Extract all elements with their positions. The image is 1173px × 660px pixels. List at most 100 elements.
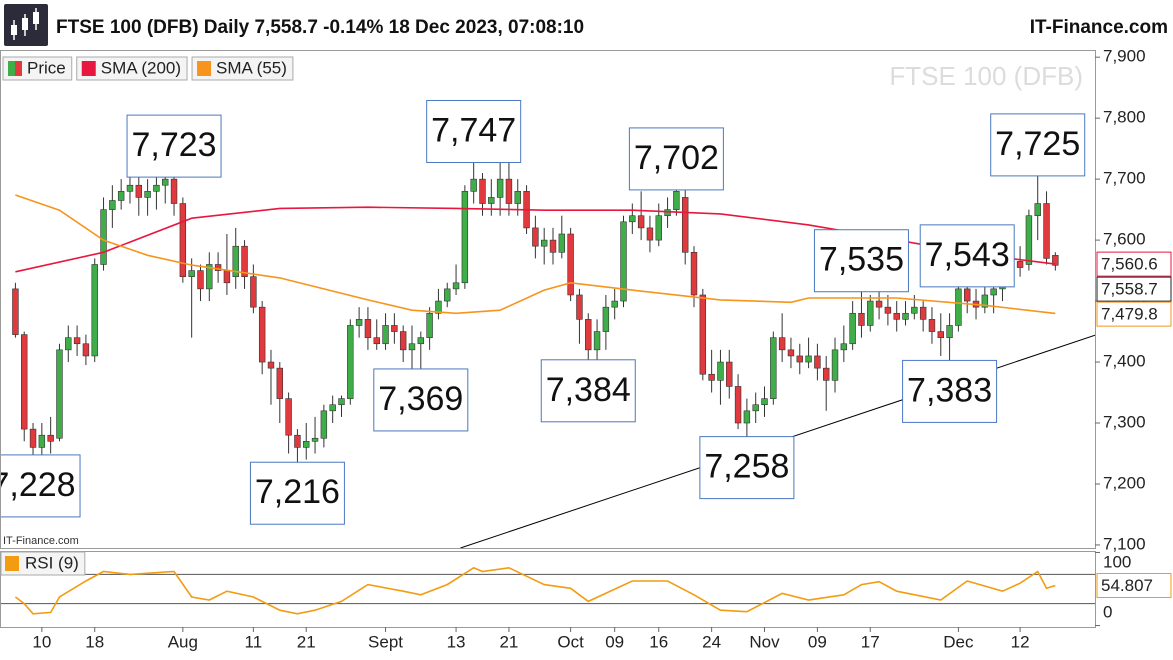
annotation-label: 7,543 <box>925 236 1010 274</box>
candle-body <box>408 343 416 351</box>
annotation-label: 7,702 <box>634 139 719 177</box>
candle-body <box>734 386 742 424</box>
x-tick-label: 09 <box>605 632 624 651</box>
candle-body <box>347 325 354 399</box>
x-tick-label: 21 <box>297 632 316 651</box>
annotation-label: 7,725 <box>995 125 1080 163</box>
candle-body <box>1025 215 1033 265</box>
candle-body <box>153 184 160 192</box>
x-tick-label: 24 <box>702 632 721 651</box>
legend-item: SMA (200) <box>76 56 188 81</box>
candle-body <box>364 319 372 338</box>
y-tick-label: 7,800 <box>1103 108 1146 127</box>
candle-body <box>681 197 689 253</box>
legend-swatch <box>197 61 212 76</box>
rsi-frame <box>0 551 1096 628</box>
x-tick-label: 12 <box>1011 632 1030 651</box>
candle-body <box>805 355 812 363</box>
last-value-label: 54.807 <box>1101 576 1153 595</box>
candle-body <box>699 294 707 375</box>
candle-body <box>875 300 883 308</box>
candle-body <box>893 312 900 320</box>
last-value-box <box>1096 276 1172 302</box>
x-tick-label: 09 <box>808 632 827 651</box>
candle-body <box>532 227 539 247</box>
legend-swatch <box>81 61 96 76</box>
x-tick-label: 13 <box>447 632 466 651</box>
candle-body <box>29 428 37 448</box>
candle-body <box>100 209 107 265</box>
candle-body <box>267 361 275 369</box>
y-tick-label: 7,100 <box>1103 534 1146 553</box>
candle-body <box>990 288 997 296</box>
candle-body <box>778 337 786 351</box>
candle-body <box>752 404 759 412</box>
x-tick-label: 16 <box>649 632 668 651</box>
candle-body <box>981 294 989 308</box>
y-tick-label: 0 <box>1103 602 1112 621</box>
candle-body <box>593 331 601 351</box>
candle-body <box>787 349 795 357</box>
candle-body <box>602 306 610 332</box>
candle-body <box>470 178 477 192</box>
annotation-box <box>373 368 469 432</box>
candle-body <box>726 361 733 387</box>
candle-body <box>796 355 803 363</box>
candle-body <box>708 373 715 381</box>
legend-box <box>191 56 294 81</box>
candle-body <box>928 319 936 332</box>
candle-body <box>250 276 257 308</box>
candle-body <box>188 270 195 277</box>
candle-body <box>444 288 451 302</box>
candle-body <box>399 331 407 351</box>
price-frame <box>0 50 1096 549</box>
x-tick-label: 17 <box>861 632 880 651</box>
candle-body <box>540 239 548 247</box>
candle-body <box>884 306 892 314</box>
candle-body <box>285 398 292 436</box>
candle-body <box>1043 203 1050 259</box>
candle-body <box>258 306 266 363</box>
candle-body <box>902 312 909 320</box>
candle-body <box>144 191 151 198</box>
candle-body <box>206 264 213 290</box>
candle-body <box>73 337 81 345</box>
candle-body <box>162 178 169 186</box>
last-value-box <box>1096 301 1172 327</box>
last-value-label: 7,558.7 <box>1101 280 1158 299</box>
candle-body <box>646 227 654 241</box>
candle-body <box>338 398 345 406</box>
candle-body <box>65 337 72 351</box>
y-tick-label: 7,400 <box>1103 352 1146 371</box>
annotation-box <box>919 224 1015 288</box>
last-value-label: 7,479.8 <box>1101 305 1158 324</box>
candle-body <box>426 312 433 338</box>
candle-body <box>1016 261 1024 268</box>
legend-swatch <box>15 61 22 76</box>
legend-swatch <box>8 61 15 76</box>
candle-body <box>849 312 856 345</box>
candle-body <box>329 404 336 412</box>
logo-icon <box>4 4 48 46</box>
annotation-label: 7,228 <box>0 466 76 504</box>
legend-label: RSI (9) <box>25 553 79 572</box>
annotation-box <box>249 461 345 525</box>
source-note: IT-Finance.com <box>3 535 79 547</box>
annotation-box <box>540 359 636 423</box>
candle-body <box>964 288 971 302</box>
candle-body <box>47 434 54 442</box>
annotation-box <box>1 454 81 518</box>
annotation-box <box>813 229 909 293</box>
legend-box <box>76 56 188 81</box>
candle-body <box>382 325 389 345</box>
candle-body <box>56 349 63 439</box>
candle-body <box>611 300 618 308</box>
candle-body <box>12 288 19 335</box>
legend-label: SMA (55) <box>216 58 287 77</box>
candle-body <box>179 203 187 277</box>
legend-box <box>0 551 86 576</box>
chart-title: FTSE 100 (DFB) Daily 7,558.7 -0.14% 18 D… <box>56 17 584 38</box>
candle-body <box>690 251 698 296</box>
